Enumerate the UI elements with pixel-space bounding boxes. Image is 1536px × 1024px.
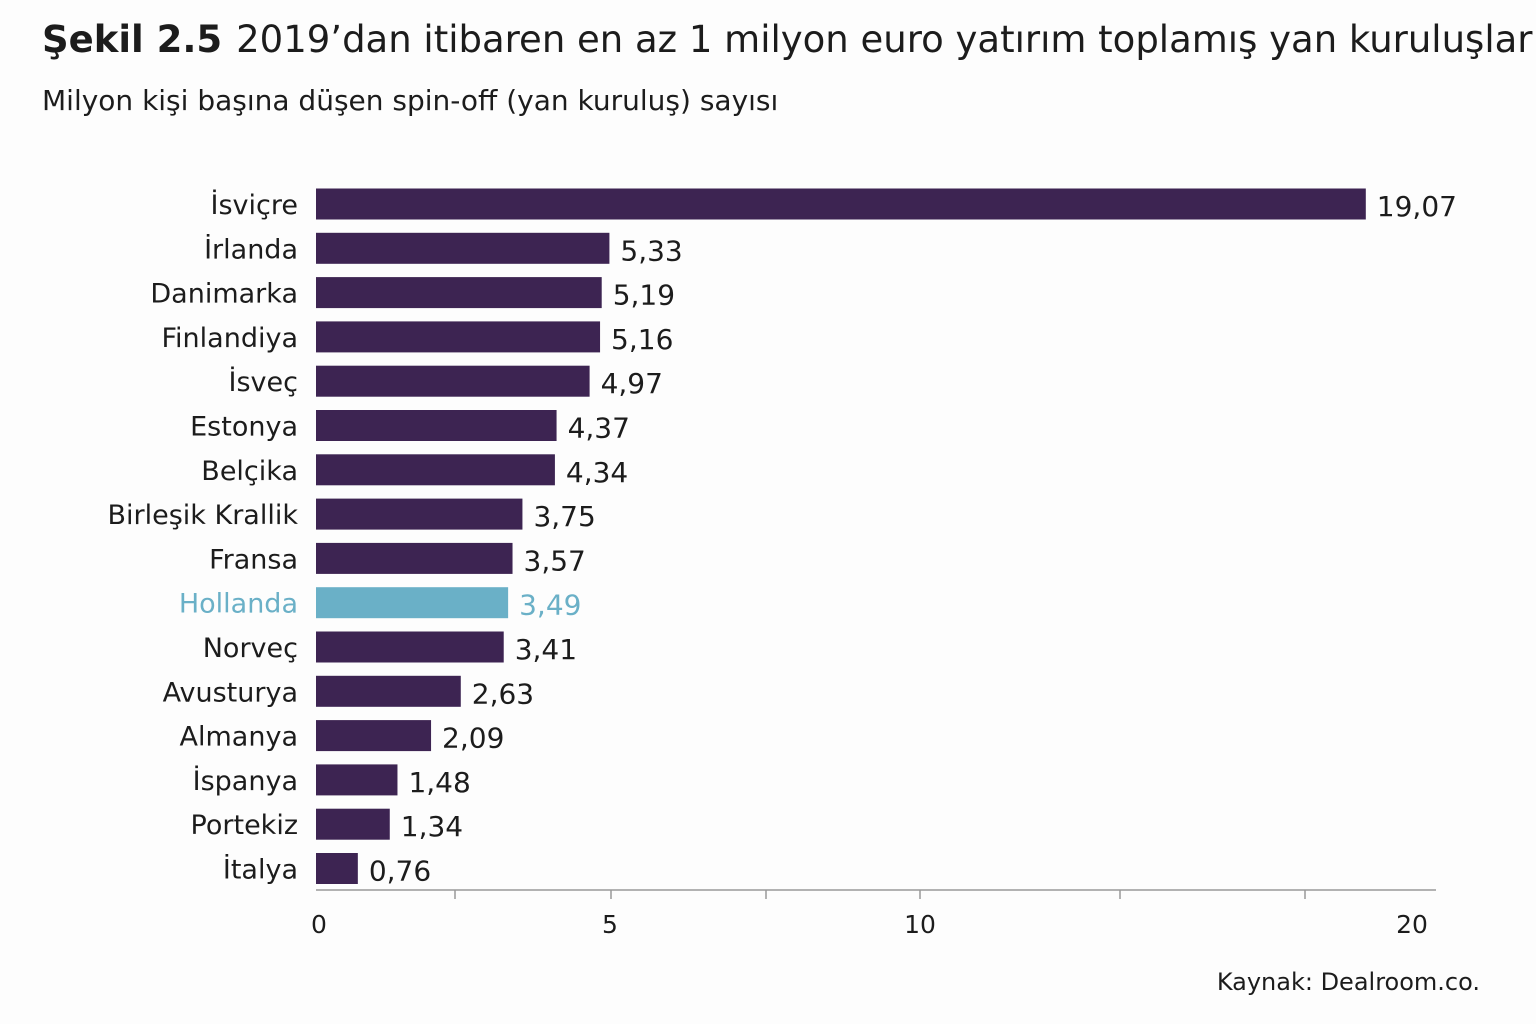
bar-11 [316, 675, 461, 707]
category-label: İtalya [223, 854, 298, 886]
value-label: 3,49 [519, 589, 581, 622]
category-label: İsveç [229, 366, 298, 398]
value-label: 3,41 [515, 633, 577, 666]
category-label: İrlanda [204, 233, 298, 265]
bar-0 [316, 188, 1366, 220]
category-label: Birleşik Krallik [107, 500, 298, 531]
value-label: 5,19 [613, 279, 675, 312]
x-tick-label: 5 [602, 910, 618, 939]
category-label: Hollanda [179, 589, 298, 620]
value-label: 2,63 [472, 677, 534, 710]
value-label: 0,76 [369, 855, 431, 888]
value-label: 4,37 [568, 412, 630, 445]
chart-title: Şekil 2.5 2019’dan itibaren en az 1 milyo… [42, 18, 1532, 61]
bar-15 [316, 853, 358, 884]
value-label: 5,33 [620, 234, 682, 267]
value-label: 4,34 [566, 456, 628, 489]
bar-9 [316, 587, 509, 619]
category-label: Almanya [180, 722, 298, 753]
bar-12 [316, 720, 432, 752]
bar-6 [316, 454, 555, 486]
category-label: İspanya [193, 765, 298, 797]
category-label: Norveç [203, 633, 298, 664]
x-tick-label: 20 [1396, 910, 1428, 939]
figure-label: Şekil 2.5 [42, 18, 223, 61]
category-label: Estonya [190, 412, 298, 443]
value-label: 2,09 [442, 722, 504, 755]
category-label: Danimarka [150, 279, 298, 310]
bar-13 [316, 764, 398, 796]
value-label: 19,07 [1377, 190, 1457, 223]
bar-3 [316, 321, 601, 353]
value-label: 1,48 [408, 766, 470, 799]
value-label: 3,75 [533, 500, 595, 533]
bar-8 [316, 542, 513, 574]
value-label: 1,34 [401, 810, 463, 843]
bar-10 [316, 631, 504, 663]
category-label: Belçika [201, 456, 298, 487]
value-label: 5,16 [611, 323, 673, 356]
category-label: İsviçre [211, 189, 298, 221]
bar-2 [316, 277, 602, 309]
value-label: 3,57 [524, 544, 586, 577]
bar-5 [316, 410, 557, 441]
bar-4 [316, 365, 590, 397]
bar-7 [316, 498, 523, 530]
title-text: 2019’dan itibaren en az 1 milyon euro ya… [236, 18, 1533, 61]
category-label: Finlandiya [161, 323, 298, 354]
bar-14 [316, 808, 390, 840]
bar-1 [316, 232, 610, 264]
category-label: Fransa [209, 544, 298, 575]
source-note: Kaynak: Dealroom.co. [1216, 968, 1480, 996]
x-tick-label: 0 [311, 910, 327, 939]
x-tick-label: 10 [904, 910, 936, 939]
chart-subtitle: Milyon kişi başına düşen spin-off (yan k… [42, 84, 779, 117]
category-label: Avusturya [163, 677, 298, 708]
category-label: Portekiz [191, 810, 298, 841]
value-label: 4,97 [601, 367, 663, 400]
